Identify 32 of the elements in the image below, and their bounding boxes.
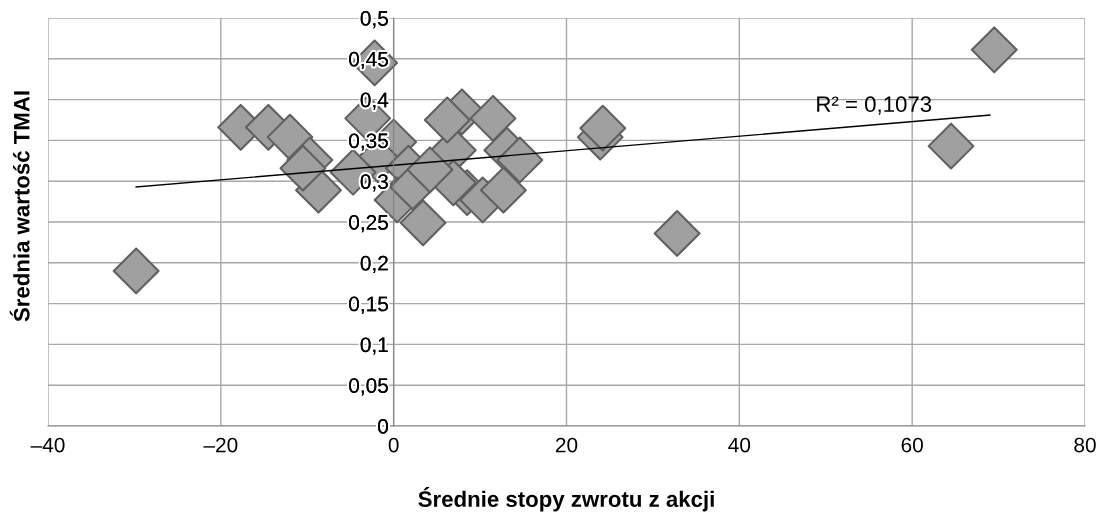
point xyxy=(399,199,447,247)
point xyxy=(496,136,544,184)
x-tick-label: 0 xyxy=(388,437,399,453)
point xyxy=(469,94,517,142)
y-tick-label: 0 xyxy=(378,419,388,434)
y-tick-label: 0,15 xyxy=(349,296,388,314)
y-axis-title: Średnia wartość TMAI xyxy=(9,91,30,322)
x-tick-label: 80 xyxy=(1074,437,1096,453)
y-tick-label: 0,1 xyxy=(360,337,388,355)
y-tick-label: 0,5 xyxy=(360,11,388,29)
y-tick-label: 0,25 xyxy=(349,215,388,233)
y-tick-label: 0,05 xyxy=(349,378,388,396)
x-tick-label: 60 xyxy=(901,437,923,453)
point xyxy=(579,104,627,152)
point xyxy=(479,166,527,214)
x-tick-label: 40 xyxy=(728,437,751,453)
y-tick-label: 0,35 xyxy=(349,133,388,151)
point xyxy=(653,209,701,257)
point xyxy=(112,247,160,295)
annotation: R² = 0,1073 xyxy=(817,96,932,115)
point xyxy=(927,122,975,170)
x-axis-title: Średnie stopy zwrotu z akcji xyxy=(418,487,714,512)
y-tick-label: 0,2 xyxy=(360,255,388,274)
point xyxy=(970,26,1018,74)
point xyxy=(279,144,327,192)
point xyxy=(406,146,454,194)
y-tick-label: 0,45 xyxy=(349,51,388,70)
point xyxy=(423,96,471,144)
y-tick-label: 0,4 xyxy=(360,92,389,110)
x-tick-label: –40 xyxy=(30,437,65,453)
x-tick-label: –20 xyxy=(203,437,238,453)
x-tick-label: 20 xyxy=(555,437,578,453)
